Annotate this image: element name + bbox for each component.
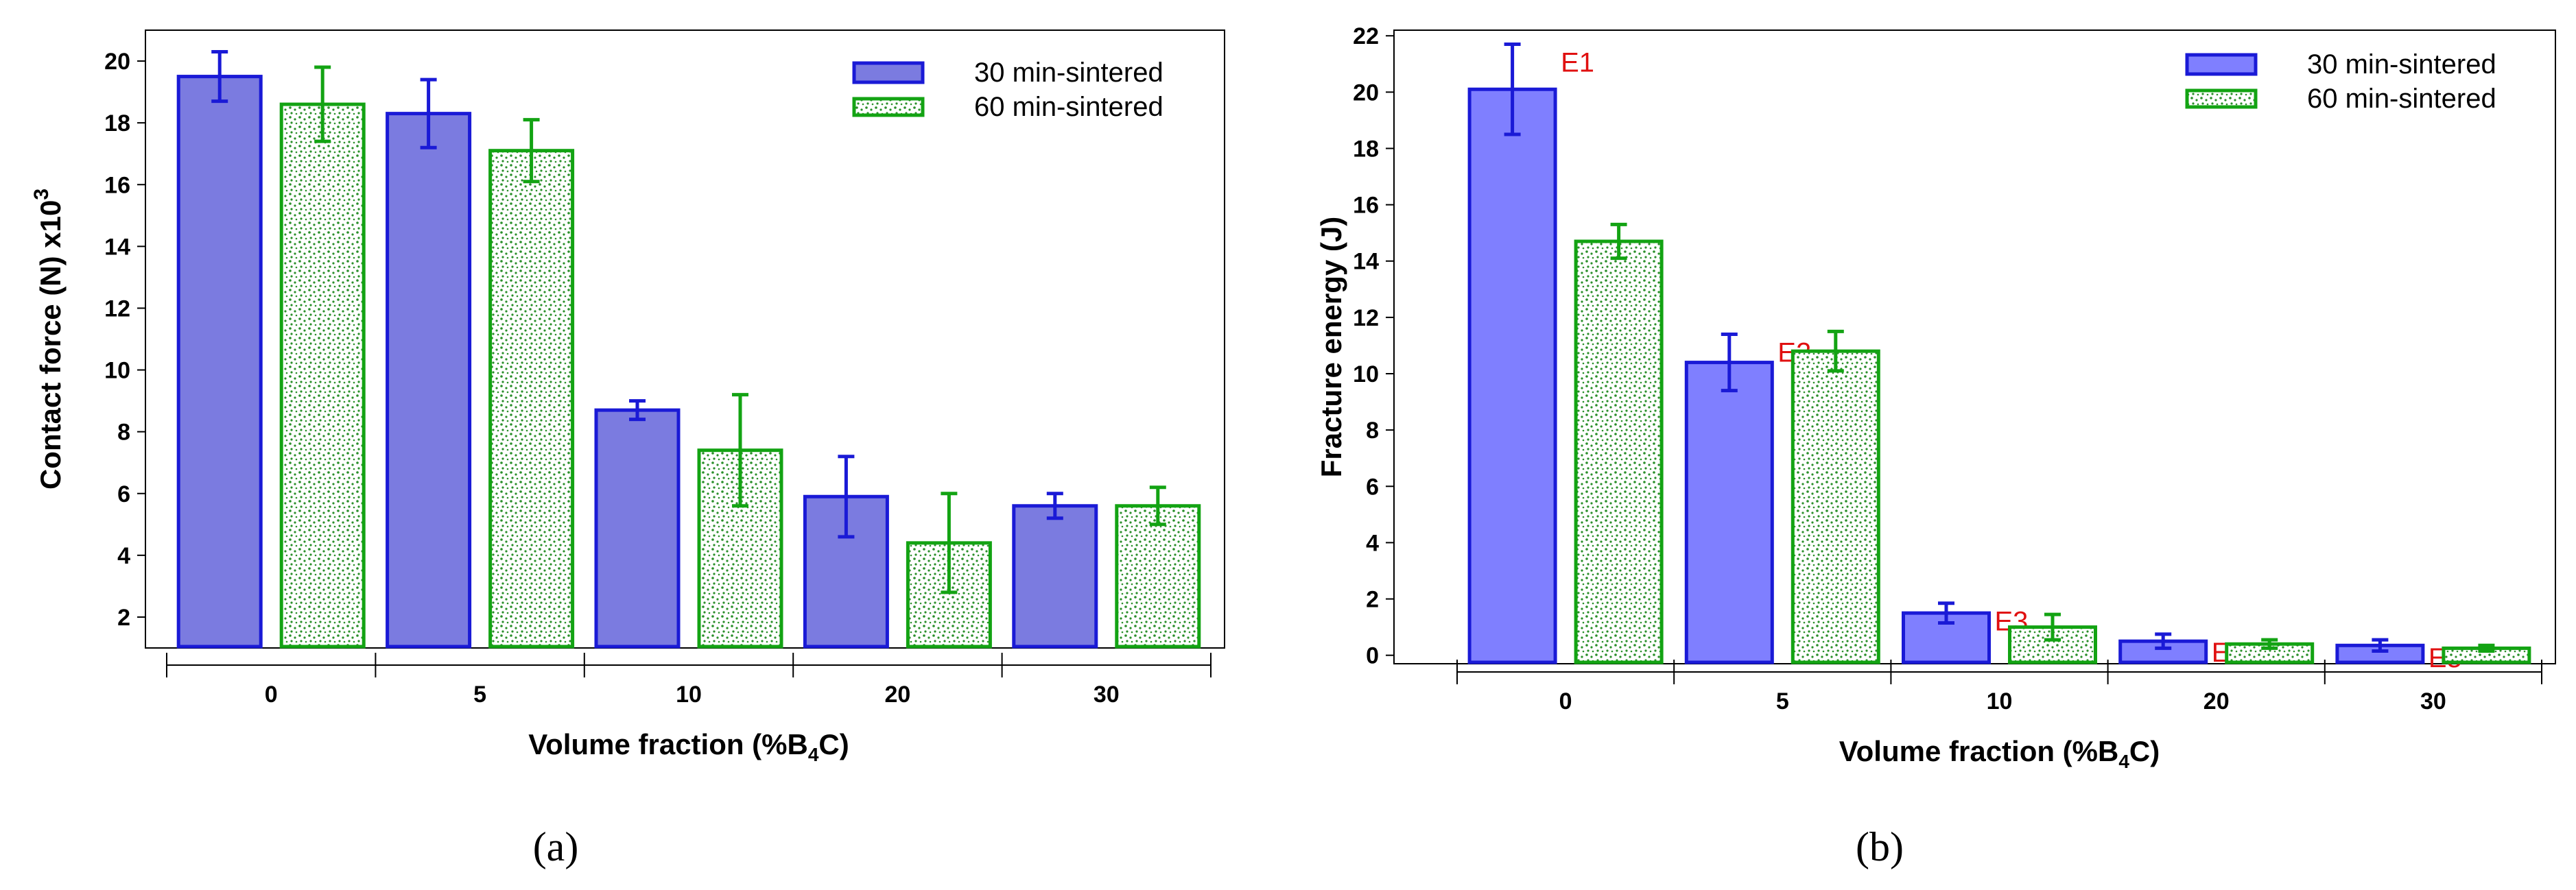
y-tick-label: 20 xyxy=(1353,80,1379,106)
x-axis-title: Volume fraction (%B4C) xyxy=(1839,735,2160,772)
panel-label-a: (a) xyxy=(533,824,579,869)
y-tick-label: 6 xyxy=(117,481,130,507)
y-tick-label: 2 xyxy=(117,605,130,631)
bar-30min xyxy=(176,75,263,649)
legend-swatch-60min xyxy=(852,97,925,117)
x-tick-label: 0 xyxy=(265,682,278,708)
legend-label-60min: 60 min-sintered xyxy=(974,92,1163,122)
bar-60min xyxy=(1574,239,1664,664)
chart-contact-force: 2 4 6 8 10 12 14 16 18 20 0 5 10 20 30 30 min-sintered 6… xyxy=(30,29,1225,765)
y-tick-label: 0 xyxy=(1366,643,1379,669)
bar-60min xyxy=(279,102,366,649)
y-tick-label: 2 xyxy=(1366,587,1379,613)
y-tick-label: 18 xyxy=(1353,136,1379,162)
legend-swatch-60min xyxy=(2185,88,2258,109)
bar-30min xyxy=(1684,361,1774,664)
bar-60min xyxy=(488,149,575,649)
y-tick-label: 8 xyxy=(1366,418,1379,444)
x-tick-label: 30 xyxy=(1094,682,1120,708)
y-tick-label: 22 xyxy=(1353,23,1379,49)
x-axis-title: Volume fraction (%B4C) xyxy=(528,728,849,765)
y-tick-label: 16 xyxy=(1353,193,1379,219)
x-tick-label: 5 xyxy=(1776,688,1789,714)
bar-30min xyxy=(594,408,681,649)
bar-30min xyxy=(1467,87,1557,664)
legend-label-30min: 30 min-sintered xyxy=(2307,49,2496,80)
y-tick-label: 8 xyxy=(117,420,130,446)
y-tick-label: 14 xyxy=(104,234,130,260)
bar-30min xyxy=(1012,504,1098,649)
y-tick-label: 6 xyxy=(1366,474,1379,500)
x-tick-label: 0 xyxy=(1559,688,1572,714)
y-tick-label: 18 xyxy=(104,110,130,136)
y-tick-label: 12 xyxy=(1353,305,1379,331)
x-tick-label: 30 xyxy=(2420,688,2446,714)
x-tick-label: 20 xyxy=(2203,688,2230,714)
y-tick-label: 10 xyxy=(1353,361,1379,387)
annotation-label: E1 xyxy=(1561,48,1594,78)
legend-swatch-30min xyxy=(852,61,925,84)
y-tick-label: 10 xyxy=(104,358,130,384)
y-tick-label: 16 xyxy=(104,172,130,198)
legend-label-60min: 60 min-sintered xyxy=(2307,84,2496,114)
y-axis-title: Fracture energy (J) xyxy=(1315,217,1347,477)
y-tick-label: 14 xyxy=(1353,249,1379,275)
x-tick-label: 10 xyxy=(676,682,702,708)
x-tick-label: 10 xyxy=(1987,688,2013,714)
chart-fracture-energy: 024681012141618202205102030E1E2E3E4E530 … xyxy=(1315,23,2556,772)
x-tick-label: 5 xyxy=(473,682,486,708)
x-tick-label: 20 xyxy=(884,682,910,708)
y-tick-label: 4 xyxy=(1366,530,1379,556)
y-axis-title: Contact force (N) x103 xyxy=(30,189,67,490)
y-tick-label: 20 xyxy=(104,49,130,75)
plot-frame xyxy=(1393,29,2556,664)
panel-label-b: (b) xyxy=(1856,824,1904,869)
plot-frame xyxy=(145,29,1225,649)
y-tick-label: 4 xyxy=(117,543,130,569)
legend-label-30min: 30 min-sintered xyxy=(974,58,1163,88)
bar-60min xyxy=(1791,349,1880,664)
y-tick-label: 12 xyxy=(104,296,130,322)
bar-30min xyxy=(386,112,472,649)
legend-swatch-30min xyxy=(2185,53,2258,76)
bar-60min xyxy=(1115,504,1201,649)
